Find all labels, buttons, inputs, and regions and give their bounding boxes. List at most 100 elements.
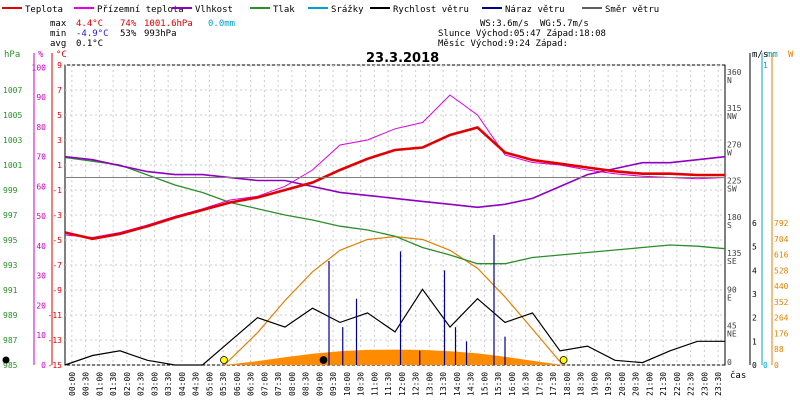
legend-label-tlak: Tlak [273,5,295,15]
tick-label-solar: 176 [774,329,789,338]
tick-label-temp: -5 [52,236,62,245]
moon-marker-left [2,356,10,364]
tick-label-time: 09:30 [329,372,338,396]
tick-label-temp: -7 [52,261,62,270]
stats-sun: Slunce Východ:05:47 Západ:18:08 [438,29,606,39]
tick-label-time: 04:30 [192,372,201,396]
tick-label-time: 18:00 [563,372,572,396]
tick-label-pressure: 997 [3,211,18,220]
tick-label-wind: 1 [752,337,757,346]
tick-label-wind: 3 [752,290,757,299]
sunset-marker [559,356,568,364]
tick-label-time: 00:00 [68,372,77,396]
tick-label-time: 12:30 [412,372,421,396]
tick-label-time: 04:00 [178,372,187,396]
tick-label-direction: 45 [727,322,737,331]
tick-label-direction-name: NW [727,112,737,121]
stats-max-hum: 74% [120,19,137,29]
tick-label-solar: 792 [774,219,789,228]
tick-label-time: 10:00 [343,372,352,396]
tick-label-direction-name: SW [727,185,737,194]
axis-title-mm: mm [767,50,778,60]
tick-label-time: 16:30 [522,372,531,396]
stats-min-press: 993hPa [144,29,177,39]
tick-label-time: 07:00 [260,372,269,396]
tick-label-pressure: 985 [3,361,18,370]
tick-label-time: 18:30 [577,372,586,396]
tick-label-time: 03:30 [164,372,173,396]
tick-label-time: 23:30 [714,372,723,396]
tick-label-time: 06:30 [247,372,256,396]
tick-label-temp: 3 [57,136,62,145]
tick-label-time: 21:30 [659,372,668,396]
tick-label-temp: -3 [52,211,62,220]
tick-label-solar: 440 [774,282,789,291]
tick-label-humidity: 0 [41,361,46,370]
stats-min-label: min [50,29,66,39]
tick-label-humidity: 90 [36,93,46,102]
series-wind-speed [64,288,725,366]
tick-label-time: 16:00 [508,372,517,396]
tick-label-temp: 7 [57,86,62,95]
tick-label-temp: 9 [57,61,62,70]
tick-label-direction: 180 [727,213,742,222]
stats-avg-temp: 0.1°C [76,39,103,49]
tick-label-time: 22:30 [687,372,696,396]
tick-label-pressure: 991 [3,286,18,295]
tick-label-rain: 1 [763,61,768,70]
tick-label-pressure: 987 [3,336,18,345]
tick-label-temp: -11 [48,311,63,320]
tick-label-wind: 2 [752,314,757,323]
tick-label-time: 21:00 [645,372,654,396]
series [2,94,726,366]
tick-label-time: 00:30 [82,372,91,396]
tick-label-temp: -9 [52,286,62,295]
sunrise-marker [220,356,228,364]
stats-max-press: 1001.6hPa [144,19,193,29]
tick-label-time: 19:30 [604,372,613,396]
grid [33,53,773,366]
tick-label-pressure: 1007 [3,86,22,95]
stats-moon: Měsíc Východ:9:24 Západ: [438,39,568,49]
tick-label-time: 13:30 [439,372,448,396]
tick-label-direction: 135 [727,249,742,258]
tick-label-time: 17:00 [535,372,544,396]
stats-max-label: max [50,19,67,29]
stats-max-temp: 4.4°C [76,19,103,29]
tick-label-rain: 0 [763,361,768,370]
tick-label-humidity: 10 [36,331,46,340]
stats-ws: WS:3.6m/s [480,19,529,29]
tick-label-wind: 0 [752,361,757,370]
tick-label-humidity: 80 [36,123,46,132]
tick-label-pressure: 989 [3,311,18,320]
tick-label-direction: 225 [727,177,742,186]
tick-label-time: 08:30 [302,372,311,396]
tick-label-time: 19:00 [590,372,599,396]
chart-title: 23.3.2018 [366,51,439,66]
legend-label-naraz: Náraz větru [505,5,565,15]
legend-label-srazky: Srážky [331,5,364,15]
series-solar-area [224,349,563,365]
tick-label-time: 05:30 [219,372,228,396]
tick-label-time: 20:30 [632,372,641,396]
series-temperature [64,126,725,241]
tick-label-humidity: 50 [36,212,46,221]
tick-label-pressure: 1003 [3,136,22,145]
tick-label-time: 09:00 [315,372,324,396]
tick-label-temp: -15 [48,361,63,370]
tick-label-time: 13:00 [425,372,434,396]
tick-label-solar: 528 [774,266,789,275]
tick-label-humidity: 60 [36,182,46,191]
legend-label-smer: Směr větru [605,5,659,15]
tick-label-direction-name: S [727,221,732,230]
tick-label-time: 08:00 [288,372,297,396]
legend-label-vlhkost: Vlhkost [195,5,233,15]
tick-label-humidity: 70 [36,153,46,162]
tick-label-direction: 360 [727,68,742,77]
stats-avg-label: avg [50,39,66,49]
tick-label-time: 15:30 [494,372,503,396]
tick-label-humidity: 30 [36,272,46,281]
tick-label-time: 14:00 [453,372,462,396]
